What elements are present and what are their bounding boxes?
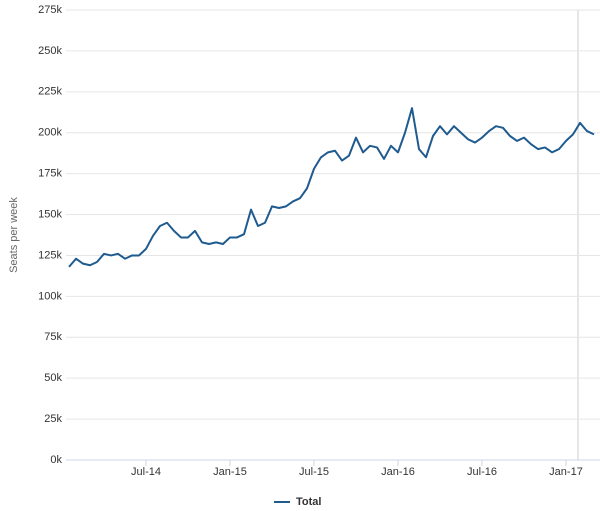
y-tick-label: 175k <box>38 168 62 180</box>
y-tick-label: 100k <box>38 290 62 302</box>
y-tick-label: 125k <box>38 249 62 261</box>
x-tick-label: Jul-14 <box>131 466 161 478</box>
y-tick-label: 250k <box>38 45 62 57</box>
y-tick-label: 200k <box>38 127 62 139</box>
y-tick-label: 275k <box>38 4 62 16</box>
y-tick-label: 75k <box>44 331 62 343</box>
y-tick-label: 50k <box>44 372 62 384</box>
line <box>68 107 595 268</box>
x-tick-label: Jan-16 <box>381 466 415 478</box>
y-axis-label: Seats per week <box>8 197 20 273</box>
y-tick-label: 0k <box>50 454 62 466</box>
x-tick-label: Jan-15 <box>213 466 247 478</box>
y-tick-label: 25k <box>44 413 62 425</box>
x-tick-label: Jul-15 <box>299 466 329 478</box>
y-tick-label: 225k <box>38 86 62 98</box>
y-tick-label: 150k <box>38 208 62 220</box>
x-tick-label: Jan-17 <box>549 466 583 478</box>
legend-label: Total <box>296 496 321 508</box>
x-tick-label: Jul-16 <box>467 466 497 478</box>
